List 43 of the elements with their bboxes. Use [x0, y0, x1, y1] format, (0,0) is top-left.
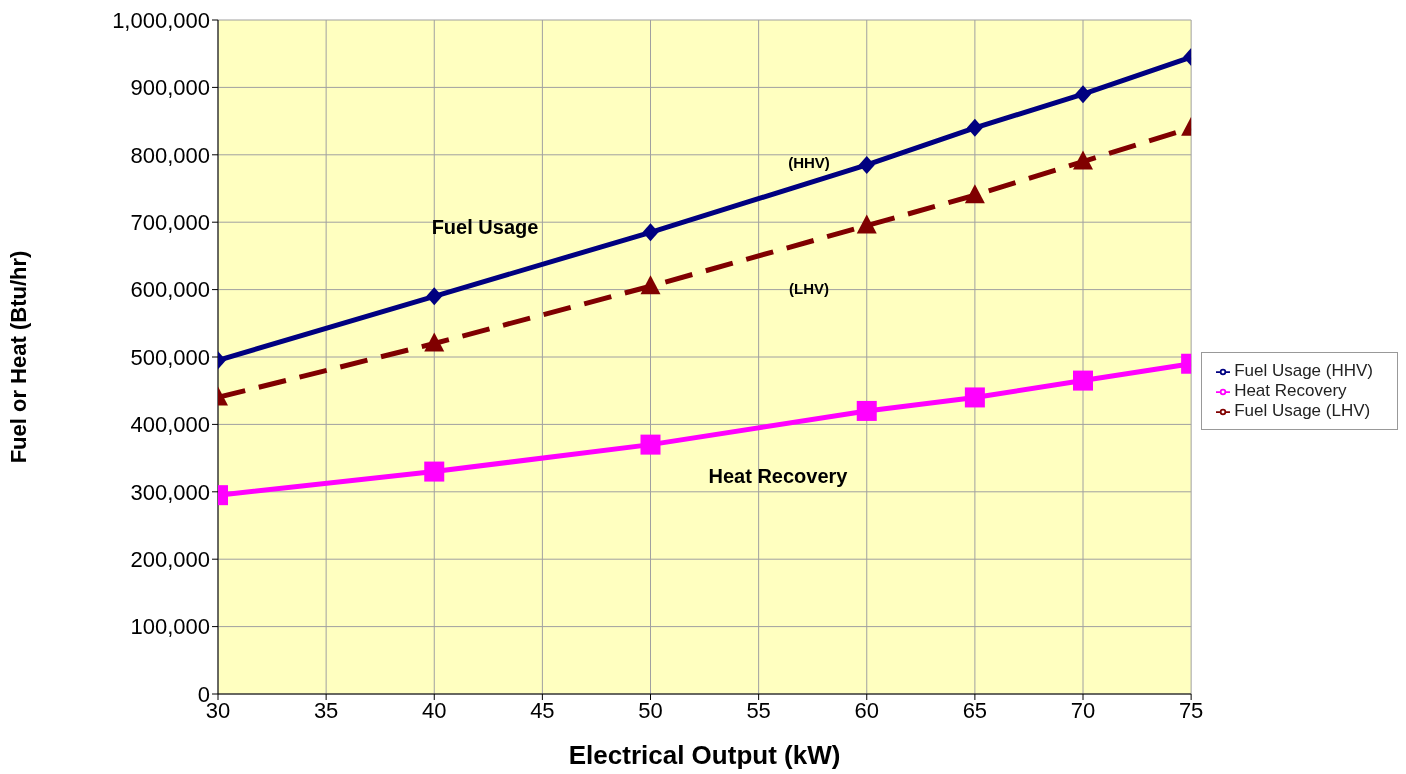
legend-label: Heat Recovery — [1234, 381, 1347, 400]
x-tick-label: 50 — [638, 697, 663, 723]
x-tick-label: 45 — [530, 697, 555, 723]
point — [642, 223, 659, 242]
x-tick-label: 65 — [962, 697, 988, 723]
point — [424, 461, 445, 482]
y-tick-label: 500,000 — [130, 344, 210, 370]
y-tick-label: 700,000 — [130, 210, 210, 236]
x-tick-label: 70 — [1070, 697, 1096, 723]
point — [964, 387, 985, 408]
legend-label: Fuel Usage (LHV) — [1234, 401, 1371, 420]
point — [966, 118, 983, 137]
annotation: (HHV) — [788, 153, 830, 171]
y-tick-label: 800,000 — [130, 142, 210, 168]
point — [856, 400, 877, 421]
y-tick-label: 600,000 — [130, 277, 210, 303]
point — [858, 155, 875, 174]
point — [964, 184, 985, 204]
x-tick-label: 75 — [1178, 697, 1204, 723]
point — [426, 287, 443, 306]
x-tick-label: 35 — [313, 697, 339, 723]
y-tick-label: 200,000 — [130, 547, 210, 573]
point — [1073, 150, 1093, 170]
annotation: Fuel Usage — [431, 215, 539, 239]
point — [424, 332, 445, 352]
annotation: Heat Recovery — [708, 464, 848, 488]
annotation: (LHV) — [789, 279, 829, 297]
point — [1073, 370, 1093, 391]
y-tick-label: 300,000 — [130, 479, 210, 505]
legend-label: Fuel Usage (HHV) — [1234, 361, 1373, 380]
point — [856, 214, 877, 234]
x-axis-title: Electrical Output (kW) — [568, 740, 841, 770]
x-tick-label: 40 — [422, 697, 447, 723]
y-axis-title: Fuel or Heat (Btu/hr) — [5, 250, 31, 464]
point — [1075, 85, 1091, 104]
y-tick-label: 100,000 — [130, 614, 210, 640]
point — [640, 275, 661, 295]
x-tick-label: 55 — [746, 697, 771, 723]
point — [640, 434, 661, 455]
y-tick-label: 400,000 — [130, 412, 210, 438]
y-tick-label: 1,000,000 — [112, 7, 210, 33]
y-tick-label: 900,000 — [130, 75, 210, 101]
x-tick-label: 60 — [854, 697, 879, 723]
